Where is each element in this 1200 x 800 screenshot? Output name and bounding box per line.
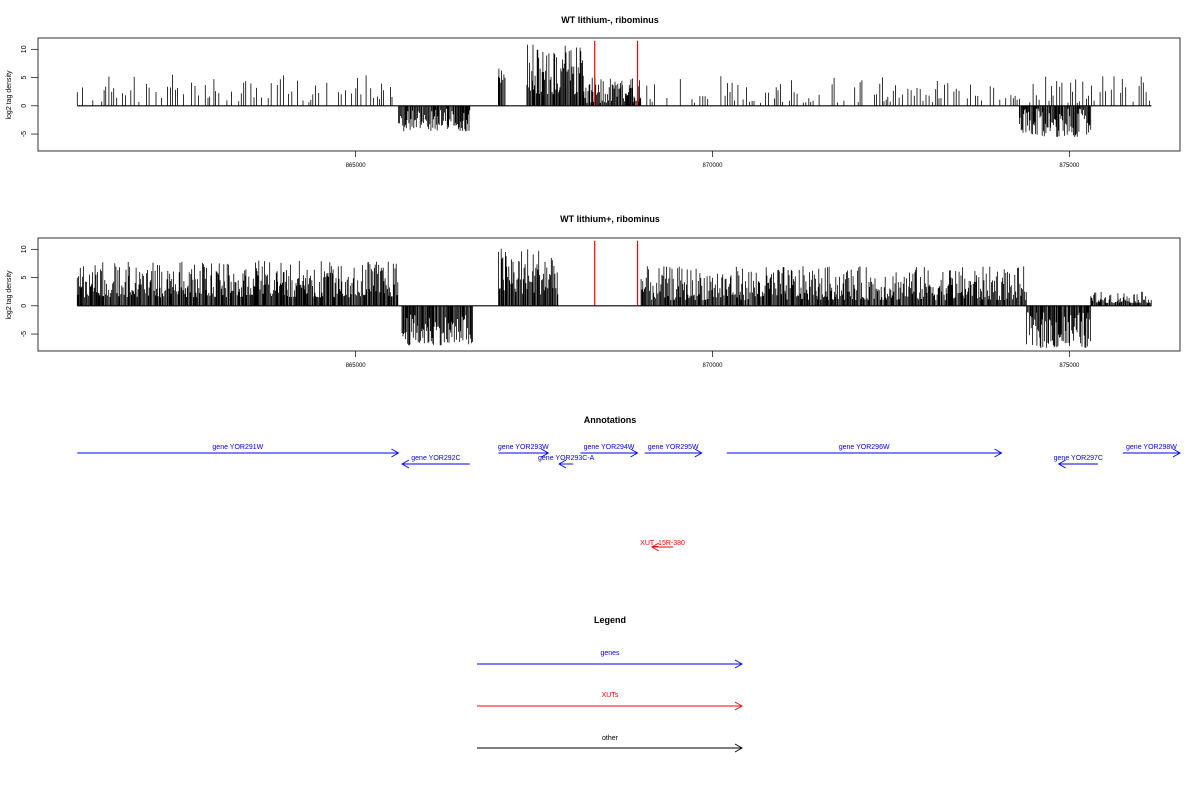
marker-lines (594, 40, 639, 106)
gene-arrow: gene YOR294W (580, 444, 639, 458)
xut-arrow: XUT_15R-380 (640, 540, 685, 552)
density-bar (76, 44, 1150, 137)
y-axis-ticks: 10 5 0 -5 (21, 245, 38, 337)
density-bar (76, 248, 1152, 349)
arrow-head (1172, 448, 1181, 458)
gene-arrow: gene YOR291W (77, 444, 400, 458)
y-axis-ticks: 10 5 0 -5 (21, 45, 38, 137)
y-axis-label: log2 tag density (6, 270, 13, 320)
x-tick-label: 865000 (346, 163, 367, 169)
gene-arrow: gene YOR298W (1122, 444, 1181, 458)
gene-arrow: gene YOR293C-A (538, 455, 595, 469)
gene-arrow: gene YOR293W (498, 444, 550, 458)
annotation-label: gene YOR292C (411, 455, 460, 462)
gene-arrows: gene YOR291W gene YOR292C gene YOR293W gene… (77, 444, 1181, 469)
y-tick-label: 5 (21, 76, 28, 80)
arrow-head (694, 448, 703, 458)
legend-arrow-head (734, 659, 743, 669)
annotation-label: gene YOR296W (839, 444, 890, 451)
gene-arrow: gene YOR295W (644, 444, 703, 458)
legend-item-xuts: XUTs (477, 692, 743, 711)
arrow-head (401, 459, 410, 469)
chart-title: WT lithium-, ribominus (561, 15, 659, 25)
chart-lithium-minus: WT lithium-, ribominus log2 tag density … (6, 15, 1181, 169)
legend-item-genes: genes (477, 650, 743, 669)
chart-lithium-plus: WT lithium+, ribominus log2 tag density … (6, 214, 1181, 369)
chart-title: WT lithium+, ribominus (560, 214, 660, 224)
legend-arrow-head (734, 701, 743, 711)
x-tick-label: 875000 (1059, 363, 1080, 369)
plot-frame (37, 237, 1181, 352)
arrow-head (1057, 459, 1066, 469)
y-tick-label: 10 (21, 245, 28, 253)
legend-label: genes (600, 650, 620, 657)
density-bars (76, 44, 1150, 137)
annotation-label: gene YOR297C (1054, 455, 1103, 462)
arrow-head (650, 542, 660, 552)
y-axis-label: log2 tag density (6, 70, 13, 120)
legend-arrow-head (734, 743, 743, 753)
y-tick-label: -5 (21, 331, 28, 337)
x-tick-label: 870000 (702, 363, 723, 369)
annotation-label: gene YOR295W (648, 444, 699, 451)
x-tick-label: 870000 (702, 163, 723, 169)
annotation-label: XUT_15R-380 (640, 540, 685, 547)
y-tick-label: 0 (21, 104, 28, 108)
arrow-head (558, 459, 567, 469)
gene-arrow: gene YOR296W (726, 444, 1003, 458)
density-bars (76, 248, 1152, 349)
annotation-label: gene YOR294W (584, 444, 635, 451)
y-tick-label: 0 (21, 304, 28, 308)
arrow-head (391, 448, 400, 458)
annotation-label: gene YOR291W (212, 444, 263, 451)
legend: Legend genes XUTs other (477, 615, 743, 753)
marker-lines (594, 240, 639, 306)
y-tick-label: 5 (21, 276, 28, 280)
arrow-head (994, 448, 1003, 458)
annotation-label: gene YOR298W (1126, 444, 1177, 451)
annotation-label: gene YOR293C-A (538, 455, 595, 462)
x-tick-label: 865000 (346, 363, 367, 369)
x-axis-ticks: 865000 870000 875000 (346, 151, 1080, 169)
arrow-head (630, 448, 639, 458)
legend-label: other (602, 735, 619, 742)
legend-item-other: other (477, 735, 743, 753)
y-tick-label: 10 (21, 45, 28, 53)
legend-title: Legend (594, 615, 626, 625)
plot-frame (37, 37, 1181, 152)
gene-arrow: gene YOR292C (401, 455, 470, 469)
annotation-label: gene YOR293W (498, 444, 549, 451)
xut-arrows: XUT_15R-380 (640, 540, 685, 552)
legend-label: XUTs (602, 692, 619, 699)
arrow-head (541, 448, 550, 458)
y-tick-label: -5 (21, 131, 28, 137)
gene-arrow: gene YOR297C (1054, 455, 1103, 469)
x-axis-ticks: 865000 870000 875000 (346, 351, 1080, 369)
annotations-title: Annotations (584, 415, 637, 425)
x-tick-label: 875000 (1059, 163, 1080, 169)
